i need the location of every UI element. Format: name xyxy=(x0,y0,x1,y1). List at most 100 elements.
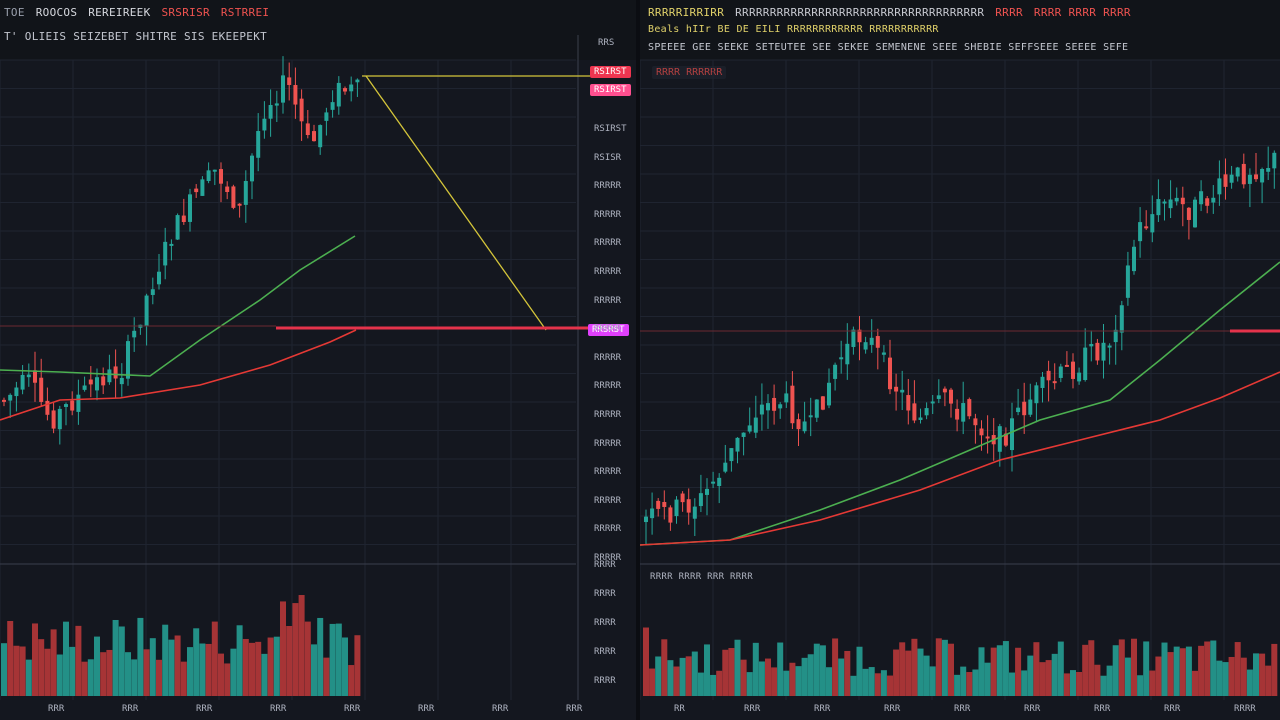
volume-bar xyxy=(25,659,32,696)
volume-bar xyxy=(832,638,839,696)
candle-body xyxy=(82,385,87,390)
price-axis-label: RRRRR xyxy=(594,295,622,306)
candle-body xyxy=(863,342,868,350)
volume-bar xyxy=(50,629,57,696)
candle-body xyxy=(157,271,161,285)
candle-body xyxy=(827,382,831,406)
candle-body xyxy=(1266,168,1271,172)
volume-bar xyxy=(317,617,324,696)
candle-body xyxy=(305,123,310,136)
candle-body xyxy=(1022,401,1027,416)
left-price-tag-current: RSIRST xyxy=(590,66,631,78)
volume-bar xyxy=(106,649,113,696)
candle-body xyxy=(101,376,106,386)
candle-body xyxy=(113,366,118,379)
volume-bar xyxy=(131,659,138,696)
price-axis-label: RRRRR xyxy=(594,410,622,420)
left-price-chart[interactable] xyxy=(0,0,636,720)
volume-bar xyxy=(94,636,100,696)
candle-body xyxy=(735,437,740,452)
candle-body xyxy=(144,295,149,326)
volume-bar xyxy=(789,662,796,696)
candle-body xyxy=(1174,197,1179,202)
volume-bar xyxy=(887,675,893,696)
candle-body xyxy=(1229,174,1234,183)
volume-bar xyxy=(32,623,38,696)
candle-body xyxy=(644,516,648,523)
volume-bar xyxy=(1057,641,1064,696)
volume-bar xyxy=(752,642,759,696)
candle-body xyxy=(778,404,783,409)
time-axis-label: RRR xyxy=(122,704,139,714)
candle-body xyxy=(237,203,242,206)
volume-bar xyxy=(1253,653,1259,696)
candle-body xyxy=(39,377,44,402)
volume-bar xyxy=(1094,664,1101,696)
volume-bar xyxy=(280,601,286,696)
right-legend-line-3: SPEEEE GEE SEEKE SETEUTEE SEE SEKEE SEME… xyxy=(648,42,1129,53)
volume-bar xyxy=(1234,642,1241,696)
candle-body xyxy=(1211,197,1216,203)
volume-bar xyxy=(69,646,76,696)
candle-body xyxy=(741,432,746,437)
price-axis-label: RRRRR xyxy=(594,238,622,249)
moving-average-fast xyxy=(640,261,1280,546)
candle-body xyxy=(57,408,62,430)
candle-body xyxy=(839,357,844,360)
price-axis-label: RRRRR xyxy=(594,524,622,535)
volume-bar xyxy=(1051,653,1058,696)
volume-bar xyxy=(218,653,224,696)
candle-body xyxy=(759,404,764,415)
left-chart-pane[interactable]: TOE ROOCOS REREIREEK SRSRISR RSTRREI T' … xyxy=(0,0,636,720)
price-axis-label: RRRRR xyxy=(594,181,622,192)
volume-bar xyxy=(298,595,305,696)
volume-bar xyxy=(1021,670,1028,696)
candle-body xyxy=(796,419,801,430)
candle-body xyxy=(1119,305,1124,333)
candle-body xyxy=(1223,174,1228,187)
volume-bar xyxy=(1143,641,1150,696)
candle-body xyxy=(1028,399,1033,415)
volume-bar xyxy=(1137,675,1144,696)
pane-divider[interactable] xyxy=(636,0,640,720)
volume-bar xyxy=(978,647,985,696)
volume-bar xyxy=(807,654,814,696)
candle-body xyxy=(1186,207,1191,220)
volume-bar xyxy=(862,668,869,696)
candle-body xyxy=(766,403,770,411)
volume-bar xyxy=(1259,653,1266,696)
volume-bar xyxy=(880,670,887,696)
candle-body xyxy=(181,215,186,223)
volume-bar xyxy=(1185,646,1192,696)
volume-bar xyxy=(1100,675,1107,696)
volume-bar xyxy=(935,638,942,696)
candle-body xyxy=(256,131,261,158)
right-indicator-badge[interactable]: RRRR RRRRRR xyxy=(652,66,727,79)
time-axis-label: RRR xyxy=(196,704,213,714)
price-axis-label: RRRRR xyxy=(594,381,622,392)
volume-bar xyxy=(168,639,175,696)
candle-body xyxy=(293,85,298,105)
candle-body xyxy=(833,364,838,379)
candle-body xyxy=(936,395,941,399)
candle-body xyxy=(8,394,13,401)
candle-body xyxy=(1235,167,1240,177)
candle-body xyxy=(814,399,819,418)
candle-body xyxy=(2,399,6,402)
volume-bar xyxy=(38,639,45,696)
right-legend-line-1: RRRRRIRRIRR RRRRRRRRRRRRRRRRRRRRRRRRRRRR… xyxy=(648,6,1131,19)
candle-body xyxy=(973,418,978,426)
volume-bar xyxy=(118,626,125,696)
volume-bar xyxy=(929,666,936,696)
candle-body xyxy=(1095,342,1100,361)
right-price-chart[interactable] xyxy=(640,0,1280,720)
right-chart-pane[interactable]: RRRRRIRRIRR RRRRRRRRRRRRRRRRRRRRRRRRRRRR… xyxy=(640,0,1280,720)
volume-bar xyxy=(941,639,948,696)
candle-body xyxy=(1107,345,1112,348)
volume-bar xyxy=(996,645,1003,696)
volume-bar xyxy=(1204,641,1211,696)
volume-bar xyxy=(1,643,7,696)
candle-body xyxy=(299,98,304,122)
candle-body xyxy=(324,112,329,121)
candle-body xyxy=(1138,222,1143,242)
